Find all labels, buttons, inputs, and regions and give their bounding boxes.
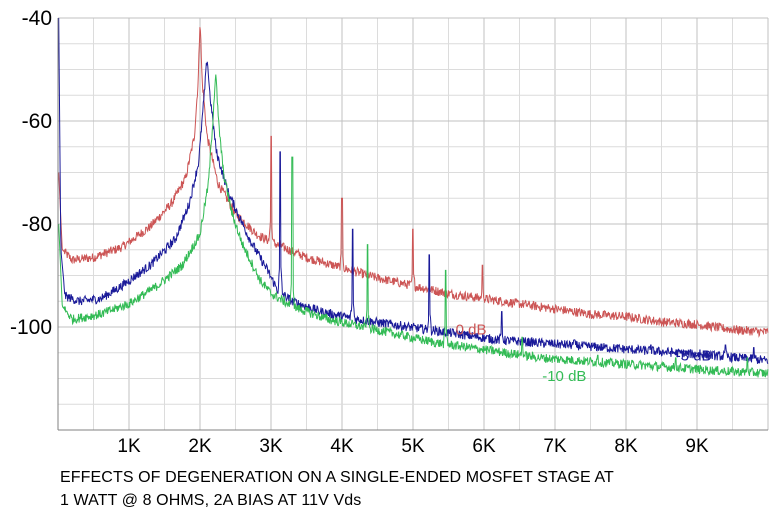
y-tick-label: -100: [10, 316, 52, 339]
series-label-0: 0 dB: [456, 322, 487, 339]
caption-line-2: 1 WATT @ 8 OHMS, 2A BIAS AT 11V Vds: [60, 492, 362, 509]
y-tick-label: -60: [22, 110, 52, 133]
x-tick-label: 1K: [117, 436, 141, 457]
series-label-2: -10 dB: [542, 368, 586, 385]
x-tick-label: 4K: [330, 436, 354, 457]
x-tick-label: 2K: [188, 436, 212, 457]
x-tick-label: 8K: [614, 436, 638, 457]
x-tick-label: 7K: [543, 436, 567, 457]
x-tick-label: 3K: [259, 436, 283, 457]
y-tick-label: -80: [22, 213, 52, 236]
x-tick-labels: 1K 2K 3K 4K 5K 6K 7K 8K 9K: [117, 436, 709, 457]
series-labels: 0 dB -3 dB -10 dB: [456, 322, 712, 385]
plot-lines: [58, 17, 769, 378]
x-tick-label: 6K: [472, 436, 496, 457]
caption-line-1: EFFECTS OF DEGENERATION ON A SINGLE-ENDE…: [60, 469, 614, 486]
y-tick-labels: -40 -60 -80 -100: [10, 7, 52, 339]
grid-lines: [58, 17, 769, 430]
y-tick-label: -40: [22, 7, 52, 30]
series-line-2: [58, 74, 769, 378]
spectrum-chart: -40 -60 -80 -100 1K 2K 3K 4K 5K 6K 7K 8K 9K 0 dB -3 …: [10, 7, 769, 457]
x-tick-label: 5K: [401, 436, 425, 457]
series-line-0: [58, 27, 769, 338]
series-line-1: [58, 17, 769, 365]
series-label-1: -3 dB: [676, 347, 712, 364]
x-tick-label: 9K: [685, 436, 709, 457]
